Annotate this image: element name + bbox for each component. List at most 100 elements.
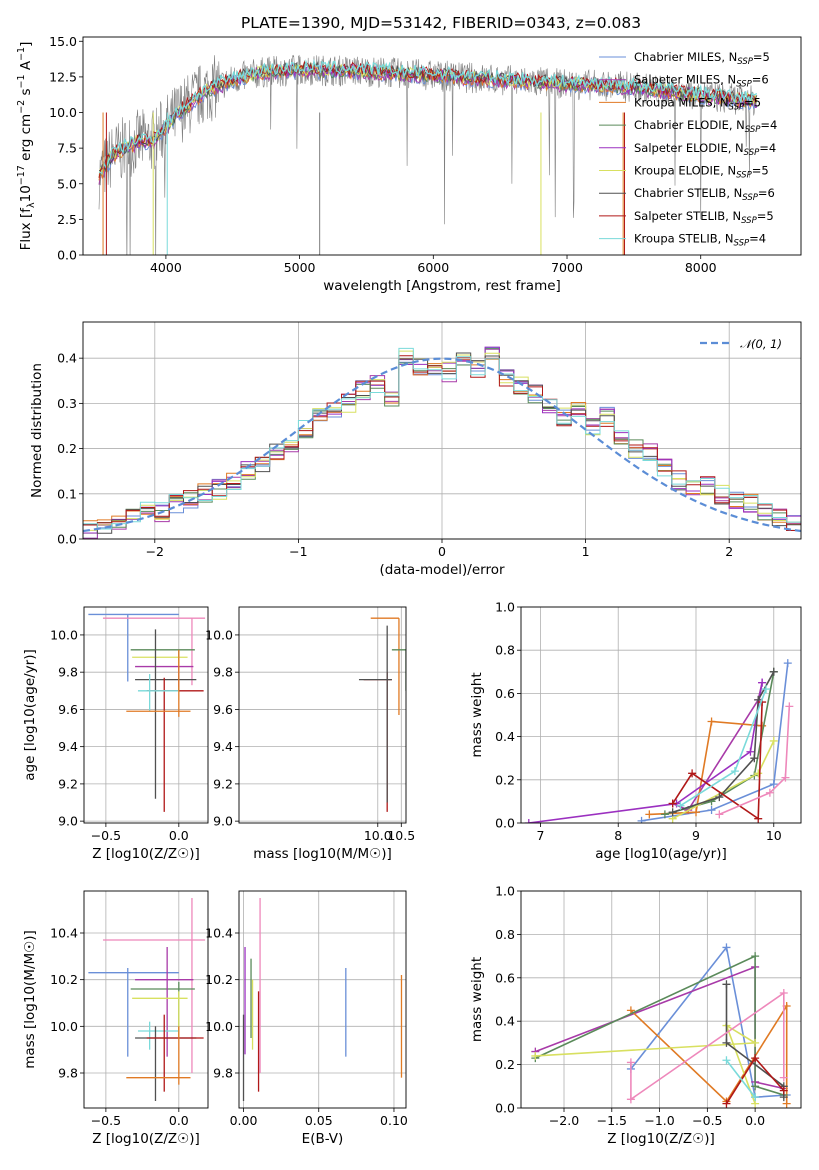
x-axis-label: age [log10(age/yr)] [595, 846, 727, 862]
histogram-8 [83, 347, 801, 539]
y-tick-label: 10.4 [50, 926, 78, 941]
series-marker [779, 1073, 788, 1082]
y-label-part: −17 [16, 165, 27, 185]
model-spectrum-8 [98, 58, 758, 175]
y-label-part: −1 [16, 47, 27, 61]
series-marker [707, 717, 716, 726]
legend-text: =6 [758, 186, 775, 200]
x-axis-label: (data-model)/error [379, 562, 505, 578]
y-axis-label: age [log10(age/yr)] [22, 649, 38, 781]
axes-frame [83, 606, 209, 824]
plot-content [531, 943, 791, 1108]
legend-label: Salpeter MILES, NSSP=6 [634, 73, 769, 90]
plot-content [98, 54, 758, 255]
legend-sub: SSP [736, 80, 752, 90]
legend-label: Kroupa ELODIE, NSSP=5 [634, 164, 769, 181]
series-marker [722, 1038, 731, 1047]
x-tick-label: 7 [536, 828, 544, 843]
legend-sub: SSP [744, 148, 760, 158]
y-axis-label: mass weight [469, 672, 485, 757]
x-tick-label: 7000 [551, 260, 583, 275]
series-line-3 [534, 954, 785, 1096]
legend-label: Chabrier ELODIE, NSSP=4 [634, 118, 777, 135]
series-marker [751, 1054, 760, 1063]
y-tick-label: 10.0 [49, 105, 77, 120]
y-tick-label: 0.3 [57, 396, 77, 411]
y-tick-label: 10.0 [205, 1019, 233, 1034]
legend-text: Chabrier MILES, N [634, 50, 737, 64]
legend-text: =4 [759, 141, 776, 155]
series-marker [769, 736, 778, 745]
y-tick-label: 0.4 [57, 351, 77, 366]
plot-area [84, 891, 208, 1108]
axes-frame [83, 890, 209, 1109]
legend-label: Kroupa MILES, NSSP=5 [634, 95, 761, 112]
series-marker [524, 819, 533, 823]
plot-content [358, 617, 406, 812]
series-marker [715, 793, 724, 802]
x-tick-label: 0.10 [380, 1113, 408, 1128]
legend-text: =5 [757, 209, 774, 223]
y-tick-label: 5.0 [57, 176, 77, 191]
panel-mw_age: 7 8 9 10 0.0 0.2 0.4 0.6 0.8 1.0 age [log10(age/yr… [469, 600, 802, 862]
legend-sub: SSP [734, 239, 750, 249]
y-tick-label: 9.6 [213, 702, 233, 717]
series-marker [637, 816, 646, 823]
legend-text: =4 [760, 118, 777, 132]
y-tick-label: 9.0 [58, 814, 78, 829]
x-tick-label: −1.5 [597, 1113, 627, 1128]
legend-text: =4 [749, 232, 766, 246]
legend-text: Kroupa ELODIE, N [634, 164, 736, 178]
y-axis-label: mass [log10(M/M☉)] [22, 930, 38, 1069]
series-marker [754, 769, 763, 778]
y-tick-label: 1.0 [495, 600, 515, 615]
y-label-part: ] [18, 42, 34, 47]
x-tick-label: −2 [146, 544, 164, 559]
y-tick-label: 10.0 [50, 627, 78, 642]
series-marker [531, 1051, 540, 1060]
series-marker [769, 780, 778, 789]
legend-text: =5 [752, 164, 769, 178]
series-marker [722, 943, 731, 952]
legend-text: =6 [752, 73, 769, 87]
series-line-7 [672, 701, 763, 821]
series-marker [668, 799, 677, 808]
y-tick-label: 0.6 [495, 686, 515, 701]
series-marker [769, 667, 778, 676]
plot-area [239, 607, 406, 823]
y-label-part: erg cm [18, 114, 34, 165]
legend-sub: SSP [736, 171, 752, 181]
panel-mass_Z: −0.5 0.0 9.8 10.0 10.2 10.4 Z [log10(Z/Z☉)] mas… [22, 890, 209, 1147]
series-line-9 [718, 706, 791, 816]
plot-content [242, 898, 403, 1101]
x-axis-label: wavelength [Angstrom, rest frame] [323, 278, 561, 294]
series-marker [782, 1099, 791, 1108]
y-tick-label: 0.2 [495, 1057, 515, 1072]
axes-frame [82, 321, 802, 540]
series-marker [722, 980, 731, 989]
legend-label: Salpeter STELIB, NSSP=5 [634, 209, 774, 226]
legend-sub: SSP [741, 216, 757, 226]
series-marker [754, 814, 763, 823]
series-line-4 [535, 1023, 758, 1104]
panel-hist: −2 −1 0 1 2 0.0 0.1 0.2 0.3 0.4 (data-model)/error… [29, 321, 802, 578]
panel-age_Z: −0.5 0.0 9.0 9.2 9.4 9.6 9.8 10.0 Z [log10(Z/Z☉)… [22, 606, 209, 862]
y-tick-label: 0.2 [57, 441, 77, 456]
y-label-part: s [18, 88, 34, 99]
x-tick-label: 0.0 [745, 1113, 765, 1128]
y-tick-label: 9.0 [213, 814, 233, 829]
panel-mw_Z: −2.0 −1.5 −1.0 −0.5 0.0 0.0 0.2 0.4 0.6 0.8 1.0 Z [… [469, 884, 802, 1147]
legend-sub: SSP [742, 193, 758, 203]
series-marker [779, 988, 788, 997]
x-axis-label: Z [log10(Z/Z☉)] [92, 846, 200, 862]
series-marker [722, 1099, 731, 1108]
x-tick-label: 10.5 [387, 828, 415, 843]
axes: 0.00 0.05 0.10 9.8 10.0 10.2 10.4 [205, 926, 408, 1129]
legend-text: Salpeter MILES, N [634, 73, 736, 87]
series-marker [750, 754, 759, 763]
panel-mass_ebv: 0.00 0.05 0.10 9.8 10.0 10.2 10.4 E(B-V) [205, 890, 408, 1147]
y-tick-label: 15.0 [49, 34, 77, 49]
y-tick-label: 10.2 [205, 972, 233, 987]
x-tick-label: 0.0 [169, 828, 189, 843]
